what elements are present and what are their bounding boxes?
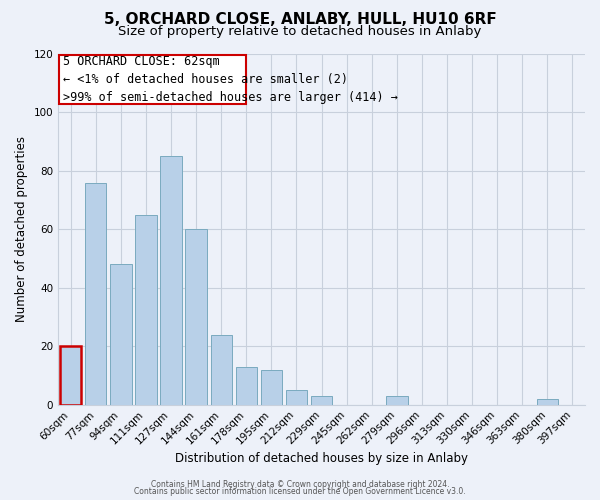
- Y-axis label: Number of detached properties: Number of detached properties: [15, 136, 28, 322]
- Bar: [286, 390, 307, 404]
- Bar: [311, 396, 332, 404]
- X-axis label: Distribution of detached houses by size in Anlaby: Distribution of detached houses by size …: [175, 452, 468, 465]
- Text: Contains HM Land Registry data © Crown copyright and database right 2024.: Contains HM Land Registry data © Crown c…: [151, 480, 449, 489]
- Bar: [386, 396, 407, 404]
- Bar: [136, 214, 157, 404]
- Text: Size of property relative to detached houses in Anlaby: Size of property relative to detached ho…: [118, 25, 482, 38]
- Bar: [236, 366, 257, 405]
- Bar: [85, 182, 106, 404]
- Text: 5 ORCHARD CLOSE: 62sqm
← <1% of detached houses are smaller (2)
>99% of semi-det: 5 ORCHARD CLOSE: 62sqm ← <1% of detached…: [63, 55, 398, 104]
- FancyBboxPatch shape: [59, 56, 247, 104]
- Bar: [261, 370, 282, 404]
- Bar: [160, 156, 182, 404]
- Bar: [537, 399, 558, 404]
- Text: Contains public sector information licensed under the Open Government Licence v3: Contains public sector information licen…: [134, 487, 466, 496]
- Bar: [185, 230, 207, 404]
- Bar: [211, 334, 232, 404]
- Bar: [60, 346, 82, 405]
- Text: 5, ORCHARD CLOSE, ANLABY, HULL, HU10 6RF: 5, ORCHARD CLOSE, ANLABY, HULL, HU10 6RF: [104, 12, 496, 28]
- Bar: [110, 264, 131, 404]
